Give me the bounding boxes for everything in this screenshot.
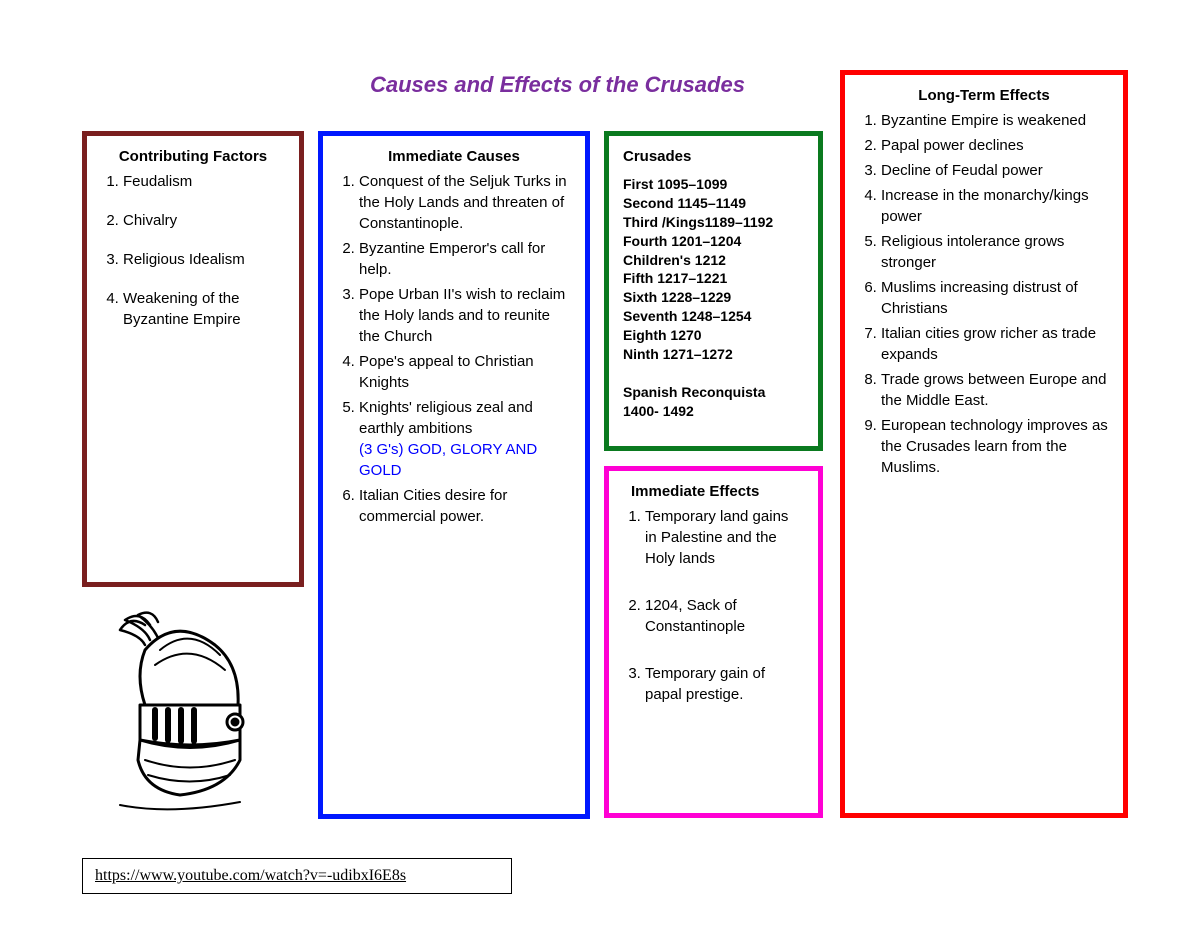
list-long-term: Byzantine Empire is weakened Papal power …: [859, 110, 1109, 478]
list-item: Temporary gain of papal prestige.: [645, 663, 804, 705]
list-item: Knights' religious zeal and earthly ambi…: [359, 397, 571, 481]
crusade-line: Seventh 1248–1254: [623, 307, 804, 326]
list-item: Italian cities grow richer as trade expa…: [881, 323, 1109, 365]
crusade-line: Children's 1212: [623, 251, 804, 270]
list-item: Byzantine Emperor's call for help.: [359, 238, 571, 280]
crusade-line: First 1095–1099: [623, 175, 804, 194]
list-item: Chivalry: [123, 210, 285, 231]
crusade-line: Ninth 1271–1272: [623, 345, 804, 364]
list-item: Temporary land gains in Palestine and th…: [645, 506, 804, 569]
crusade-line: Fourth 1201–1204: [623, 232, 804, 251]
box-long-term-effects: Long-Term Effects Byzantine Empire is we…: [840, 70, 1128, 818]
list-item: Italian Cities desire for commercial pow…: [359, 485, 571, 527]
youtube-link[interactable]: https://www.youtube.com/watch?v=-udibxI6…: [82, 858, 512, 894]
list-item: Pope's appeal to Christian Knights: [359, 351, 571, 393]
list-item: Conquest of the Seljuk Turks in the Holy…: [359, 171, 571, 234]
list-item: Religious intolerance grows stronger: [881, 231, 1109, 273]
box-crusades: Crusades First 1095–1099Second 1145–1149…: [604, 131, 823, 451]
list-item: Decline of Feudal power: [881, 160, 1109, 181]
crusade-line: Second 1145–1149: [623, 194, 804, 213]
crusade-line: Third /Kings1189–1192: [623, 213, 804, 232]
list-immediate-effects: Temporary land gains in Palestine and th…: [623, 506, 804, 705]
box-immediate-causes: Immediate Causes Conquest of the Seljuk …: [318, 131, 590, 819]
box-immediate-effects: Immediate Effects Temporary land gains i…: [604, 466, 823, 818]
list-item: Trade grows between Europe and the Middl…: [881, 369, 1109, 411]
list-immediate-causes: Conquest of the Seljuk Turks in the Holy…: [337, 171, 571, 527]
list-item: European technology improves as the Crus…: [881, 415, 1109, 478]
crusade-line: Spanish Reconquista 1400- 1492: [623, 383, 804, 421]
crusade-line: Eighth 1270: [623, 326, 804, 345]
list-item: Feudalism: [123, 171, 285, 192]
box-header: Immediate Causes: [337, 146, 571, 167]
list-item: Muslims increasing distrust of Christian…: [881, 277, 1109, 319]
list-item: Increase in the monarchy/kings power: [881, 185, 1109, 227]
box-header: Immediate Effects: [623, 481, 804, 502]
box-header: Long-Term Effects: [859, 85, 1109, 106]
list-contributing: Feudalism Chivalry Religious Idealism Weake…: [101, 171, 285, 330]
page-title: Causes and Effects of the Crusades: [370, 72, 745, 98]
crusade-line: Sixth 1228–1229: [623, 288, 804, 307]
crusade-line: [623, 364, 804, 383]
list-item: Religious Idealism: [123, 249, 285, 270]
list-item: Papal power declines: [881, 135, 1109, 156]
list-item: Byzantine Empire is weakened: [881, 110, 1109, 131]
crusade-line: Fifth 1217–1221: [623, 269, 804, 288]
box-header: Contributing Factors: [101, 146, 285, 167]
knight-helmet-icon: [90, 610, 260, 825]
crusades-lines: First 1095–1099Second 1145–1149Third /Ki…: [623, 175, 804, 421]
list-item: Pope Urban II's wish to reclaim the Holy…: [359, 284, 571, 347]
list-item: 1204, Sack of Constantinople: [645, 595, 804, 637]
box-header: Crusades: [623, 146, 804, 167]
list-item: Weakening of the Byzantine Empire: [123, 288, 285, 330]
box-contributing-factors: Contributing Factors Feudalism Chivalry Re…: [82, 131, 304, 587]
